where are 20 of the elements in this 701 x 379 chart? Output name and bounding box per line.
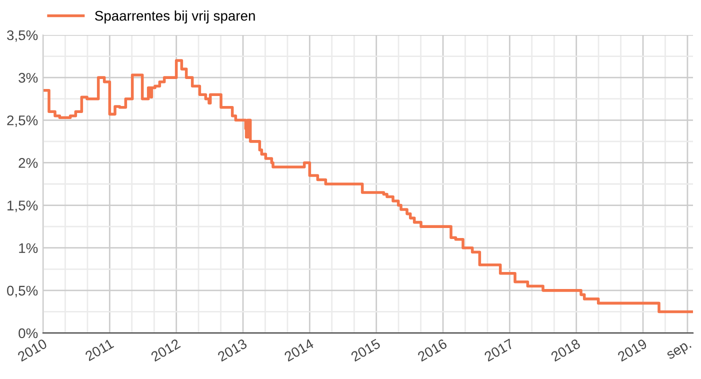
y-tick-label: 2% [18,158,38,168]
x-tick-label: 2011 [84,338,114,362]
y-tick-label: 2,5% [7,115,38,127]
x-tick-label: 2015 [350,338,381,362]
x-tick-label: 2019 [617,338,648,362]
x-tick-label: 2013 [217,338,248,362]
legend-label: Spaarrentes bij vrij sparen [95,10,255,24]
y-tick-label: 3,5% [7,30,38,42]
x-tick-label: 2018 [550,338,581,362]
x-tick-label: 2014 [284,338,314,362]
y-tick-label: 1% [19,243,38,253]
y-tick-label: 1,5% [8,200,38,212]
y-tick-label: 0,5% [7,286,38,298]
x-tick-label: 2017 [484,338,514,362]
x-tick-label: 2012 [150,338,181,362]
y-tick-label: 3% [18,72,38,83]
y-tick-label: 0% [18,328,38,338]
x-tick-label: 2016 [417,338,448,362]
x-tick-label: sep. [666,340,693,362]
x-tick-label: 2010 [17,338,48,362]
